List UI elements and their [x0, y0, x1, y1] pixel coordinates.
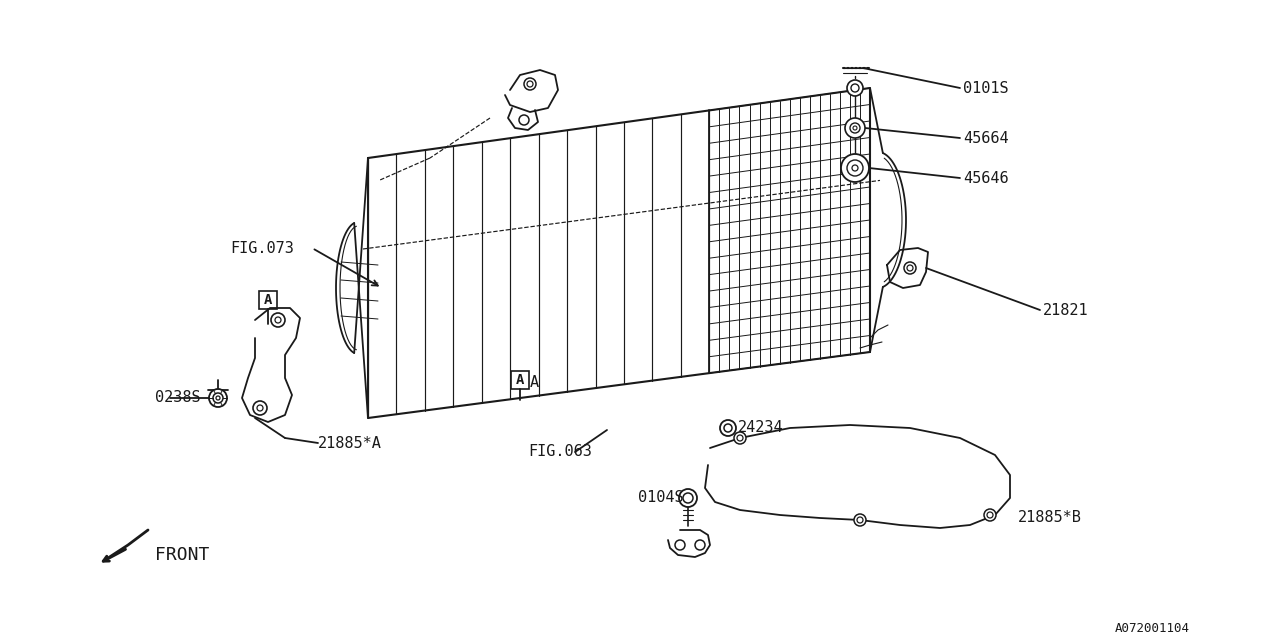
Circle shape	[209, 389, 227, 407]
Circle shape	[518, 115, 529, 125]
Text: 24234: 24234	[739, 420, 783, 435]
Bar	[259, 291, 276, 309]
Circle shape	[271, 313, 285, 327]
Circle shape	[841, 154, 869, 182]
Circle shape	[524, 78, 536, 90]
Text: 21885*B: 21885*B	[1018, 511, 1082, 525]
Text: FIG.063: FIG.063	[529, 445, 591, 460]
Text: 0238S: 0238S	[155, 390, 201, 406]
Circle shape	[695, 540, 705, 550]
Circle shape	[675, 540, 685, 550]
Text: 21885*A: 21885*A	[317, 435, 381, 451]
Circle shape	[904, 262, 916, 274]
Circle shape	[984, 509, 996, 521]
Circle shape	[212, 393, 223, 403]
Text: FIG.073: FIG.073	[230, 241, 294, 255]
Text: FRONT: FRONT	[155, 546, 210, 564]
Circle shape	[847, 160, 863, 176]
Circle shape	[721, 420, 736, 436]
Text: 45664: 45664	[963, 131, 1009, 145]
Text: 21821: 21821	[1043, 303, 1088, 317]
Text: 45646: 45646	[963, 170, 1009, 186]
Circle shape	[724, 424, 732, 432]
Circle shape	[845, 118, 865, 138]
Text: A: A	[530, 374, 539, 390]
Circle shape	[678, 489, 698, 507]
Bar	[511, 371, 529, 389]
Circle shape	[847, 80, 863, 96]
Text: A: A	[516, 373, 525, 387]
Circle shape	[733, 432, 746, 444]
Text: 0104S: 0104S	[637, 490, 684, 506]
Text: 0101S: 0101S	[963, 81, 1009, 95]
Text: A: A	[264, 293, 273, 307]
Circle shape	[854, 514, 867, 526]
Circle shape	[684, 493, 692, 503]
Circle shape	[253, 401, 268, 415]
Text: A072001104: A072001104	[1115, 621, 1190, 634]
